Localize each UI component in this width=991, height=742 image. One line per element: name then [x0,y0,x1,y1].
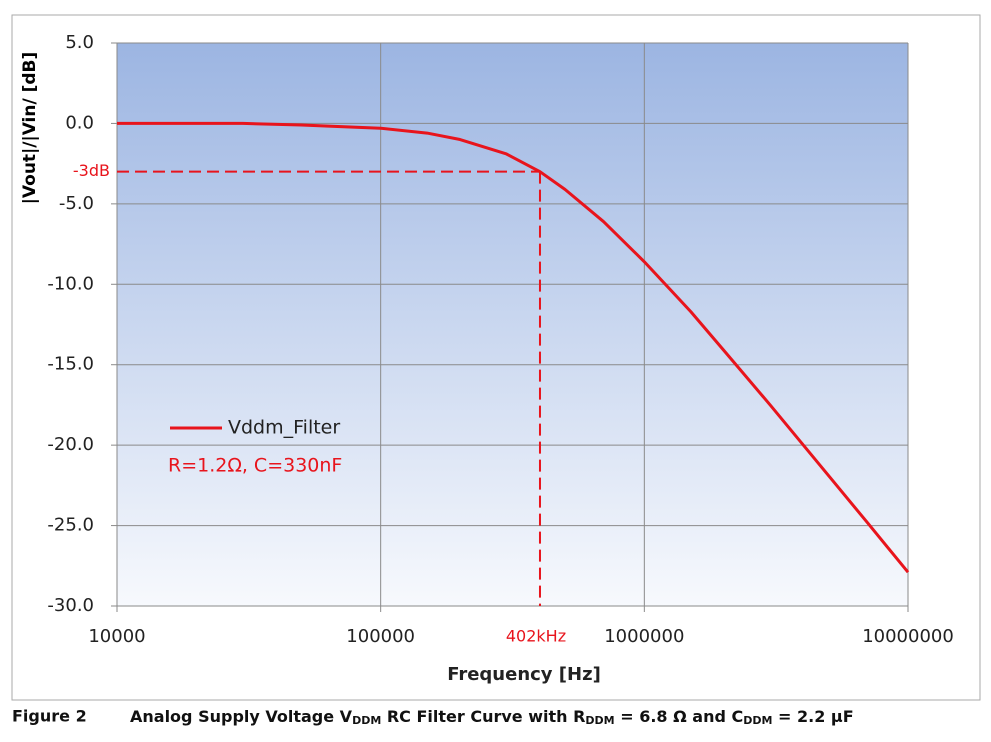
x-tick-label: 10000 [88,626,145,647]
y-tick-label: -5.0 [59,193,94,214]
y-tick-label: 5.0 [65,32,94,53]
y-tick-label: -20.0 [47,434,94,455]
y-tick-label: -30.0 [47,595,94,616]
x-tick-label: 10000000 [862,626,954,647]
y-axis-title: |Vout|/|Vin/ [dB] [20,52,40,205]
caption-part: DDM [352,714,381,727]
caption-part: Analog Supply Voltage V [130,707,353,726]
y-tick-label: -25.0 [47,515,94,536]
x-axis-title: Frequency [Hz] [447,664,601,685]
x-tick-label: 1000000 [604,626,684,647]
caption-part: DDM [585,714,614,727]
caption-part: = 2.2 µF [772,707,853,726]
y-tick-label: -15.0 [47,354,94,375]
caption-part: RC Filter Curve with R [381,707,585,726]
cutoff-y-label: -3dB [73,161,110,180]
caption-part: DDM [743,714,772,727]
series-line [117,121,910,574]
x-tick-label: 100000 [346,626,415,647]
cutoff-x-label: 402kHz [506,627,566,646]
caption-part: = 6.8 Ω and C [615,707,744,726]
y-tick-label: -10.0 [47,273,94,294]
legend-label: Vddm_Filter [228,417,340,439]
caption-label: Figure 2 [12,707,87,726]
plot-area [117,43,908,606]
caption-title: Analog Supply Voltage VDDM RC Filter Cur… [130,707,854,728]
annotation: R=1.2Ω, C=330nF [168,455,342,477]
y-tick-label: 0.0 [65,112,94,133]
